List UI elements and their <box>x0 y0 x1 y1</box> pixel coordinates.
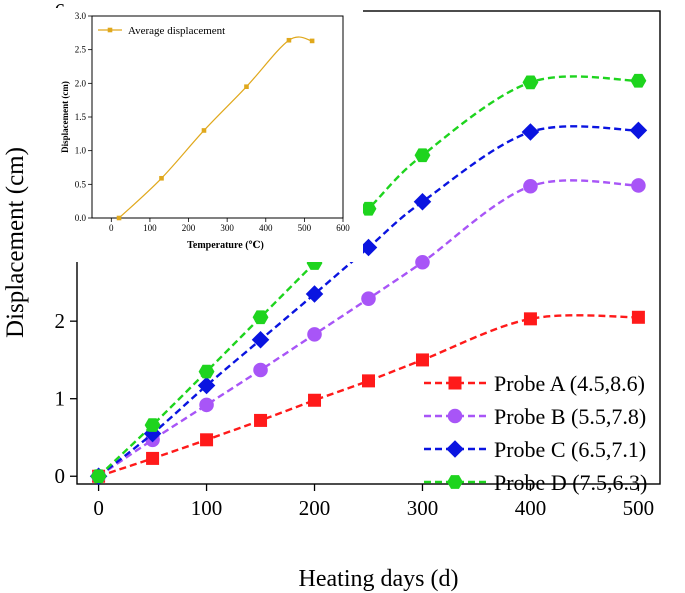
legend-marker <box>447 408 463 424</box>
inset-background <box>32 8 363 262</box>
inset-legend-label: Average displacement <box>128 25 225 37</box>
inset-y-tick-label: 2.5 <box>75 45 87 55</box>
data-point-probe-d <box>630 73 647 88</box>
inset-y-axis-label: Displacement (cm) <box>60 81 70 153</box>
data-point-probe-a <box>631 310 645 324</box>
data-point-probe-b <box>361 291 376 306</box>
data-point-probe-a <box>523 312 537 326</box>
data-point-probe-a <box>308 393 322 407</box>
y-axis-label: Displacement (cm) <box>2 147 29 338</box>
x-tick-label: 400 <box>515 496 547 520</box>
data-point-probe-a <box>200 433 214 447</box>
y-tick-label: 0 <box>55 464 66 488</box>
inset-x-axis-label: Temperature (℃) <box>187 240 264 251</box>
data-point-probe-a <box>415 353 429 367</box>
inset-y-tick-label: 1.5 <box>75 112 87 122</box>
inset-data-point <box>201 128 207 133</box>
x-axis-label: Heating days (d) <box>299 566 459 592</box>
data-point-probe-b <box>415 254 430 270</box>
data-point-probe-b <box>307 327 322 342</box>
inset-x-tick-label: 0 <box>109 223 114 233</box>
x-tick-label: 500 <box>623 496 655 520</box>
data-point-probe-a <box>362 374 375 388</box>
inset-y-tick-label: 1.0 <box>75 146 87 156</box>
data-point-probe-a <box>254 413 268 427</box>
data-point-probe-c <box>629 121 648 140</box>
data-point-probe-b <box>631 178 646 193</box>
data-point-probe-b <box>199 397 214 413</box>
data-point-probe-c <box>305 285 324 303</box>
series-line-probe-b <box>97 179 639 478</box>
inset-x-tick-label: 600 <box>336 223 350 233</box>
legend-marker <box>447 475 463 489</box>
data-point-probe-d <box>144 418 161 432</box>
inset-y-tick-label: 0.5 <box>75 179 87 189</box>
data-point-probe-d <box>252 310 269 325</box>
y-tick-label: 1 <box>55 387 66 411</box>
inset-x-tick-label: 100 <box>143 223 157 233</box>
x-tick-label: 300 <box>407 496 439 520</box>
legend-label-probe-d: Probe D (7.5,6.3) <box>494 470 647 495</box>
inset-data-point <box>116 215 122 221</box>
data-point-probe-d <box>90 469 107 484</box>
x-tick-label: 100 <box>191 496 223 520</box>
inset-x-tick-label: 200 <box>182 223 196 233</box>
inset-chart: 0 100 200 300 400 500 600 0.0 0.5 1.0 1.5 2.0 2.5 3.0… <box>32 8 363 262</box>
legend-marker <box>446 440 464 458</box>
data-point-probe-d <box>198 364 215 379</box>
x-tick-label: 0 <box>93 496 104 520</box>
inset-data-point <box>309 38 315 44</box>
data-point-probe-c <box>197 376 216 395</box>
legend-label-probe-a: Probe A (4.5,8.6) <box>494 371 645 396</box>
inset-data-point <box>159 175 164 181</box>
y-tick-label: 2 <box>55 309 66 333</box>
data-point-probe-a <box>146 451 160 465</box>
data-point-probe-d <box>522 75 539 90</box>
inset-y-tick-label: 0.0 <box>75 213 87 223</box>
inset-x-tick-label: 500 <box>298 223 312 233</box>
inset-data-point <box>286 37 292 43</box>
x-tick-label: 200 <box>299 496 331 520</box>
legend-label-probe-b: Probe B (5.5,7.8) <box>494 404 646 429</box>
legend-marker <box>448 376 462 390</box>
inset-data-point <box>244 84 249 89</box>
data-point-probe-b <box>253 362 268 378</box>
data-point-probe-c <box>413 192 432 211</box>
inset-y-tick-label: 3.0 <box>75 11 87 21</box>
inset-x-tick-label: 300 <box>220 223 234 233</box>
data-point-probe-c <box>521 123 540 141</box>
data-point-probe-d <box>360 201 377 216</box>
data-point-probe-d <box>414 148 431 163</box>
inset-legend-marker <box>107 27 113 33</box>
data-point-probe-b <box>523 178 538 194</box>
data-point-probe-c <box>251 330 270 349</box>
series-line-probe-d <box>97 75 639 478</box>
legend-label-probe-c: Probe C (6.5,7.1) <box>494 437 646 462</box>
inset-x-tick-label: 400 <box>259 223 273 233</box>
data-point-probe-c <box>359 238 378 257</box>
inset-y-tick-label: 2.0 <box>75 78 87 88</box>
